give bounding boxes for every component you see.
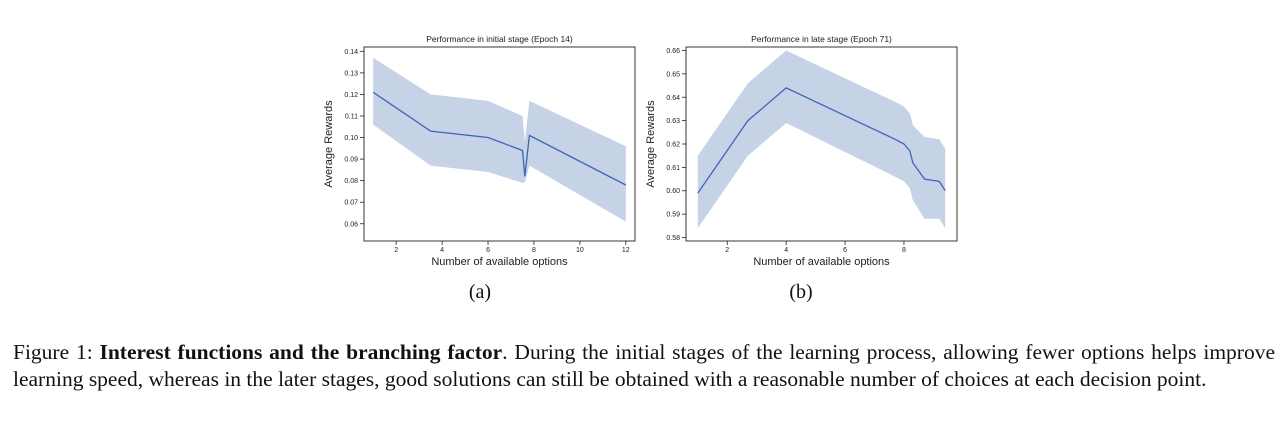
y-tick-label: 0.07	[344, 200, 358, 207]
subfigure-label-b: (b)	[789, 281, 813, 303]
y-axis-label: Average Rewards	[323, 100, 335, 188]
y-tick-label: 0.60	[666, 188, 680, 195]
x-tick-label: 8	[902, 247, 906, 254]
series-line	[697, 87, 946, 194]
x-tick-label: 6	[486, 247, 490, 254]
chart-title: Performance in initial stage (Epoch 14)	[426, 34, 573, 44]
x-tick-label: 6	[843, 247, 847, 254]
x-tick-label: 8	[532, 247, 536, 254]
y-tick-label: 0.13	[344, 70, 358, 77]
chart-a: Performance in initial stage (Epoch 14) 0…	[323, 34, 636, 268]
y-tick-label: 0.09	[344, 157, 358, 164]
subfigure-label-a: (a)	[468, 281, 492, 303]
caption-prefix: Figure 1:	[13, 340, 100, 364]
chart-title: Performance in late stage (Epoch 71)	[751, 34, 892, 44]
confidence-band	[697, 50, 946, 229]
x-tick-label: 2	[394, 247, 398, 254]
y-tick-label: 0.14	[344, 49, 358, 56]
y-tick-label: 0.10	[344, 135, 358, 142]
confidence-band	[373, 57, 626, 222]
y-tick-label: 0.65	[666, 71, 680, 78]
chart-panel-a: Performance in initial stage (Epoch 14) 0…	[320, 30, 640, 280]
x-axis-label: Number of available options	[753, 256, 890, 268]
y-tick-label: 0.61	[666, 165, 680, 172]
y-tick-label: 0.08	[344, 178, 358, 185]
y-axis-label: Average Rewards	[645, 100, 657, 188]
x-tick-label: 4	[440, 247, 444, 254]
y-tick-label: 0.63	[666, 118, 680, 125]
y-tick-label: 0.62	[666, 142, 680, 149]
plot-frame	[363, 46, 636, 242]
x-tick-label: 12	[622, 247, 630, 254]
caption-rest: . During the initial stages of the learn…	[13, 340, 1275, 391]
figure-caption: Figure 1: Interest functions and the bra…	[13, 339, 1275, 393]
y-tick-label: 0.12	[344, 92, 358, 99]
y-tick-label: 0.64	[666, 95, 680, 102]
x-axis-label: Number of available options	[431, 256, 568, 268]
x-tick-label: 10	[576, 247, 584, 254]
x-tick-label: 4	[784, 247, 788, 254]
y-tick-label: 0.11	[345, 113, 358, 120]
series-line	[372, 91, 627, 186]
y-tick-label: 0.06	[344, 221, 358, 228]
y-tick-label: 0.59	[666, 212, 680, 219]
chart-panel-b: Performance in late stage (Epoch 71) 0.58…	[642, 30, 962, 280]
y-tick-label: 0.58	[666, 235, 680, 242]
y-tick-label: 0.66	[666, 48, 680, 55]
caption-bold: Interest functions and the branching fac…	[99, 340, 503, 364]
chart-b: Performance in late stage (Epoch 71) 0.58…	[645, 34, 958, 268]
x-tick-label: 2	[725, 247, 729, 254]
